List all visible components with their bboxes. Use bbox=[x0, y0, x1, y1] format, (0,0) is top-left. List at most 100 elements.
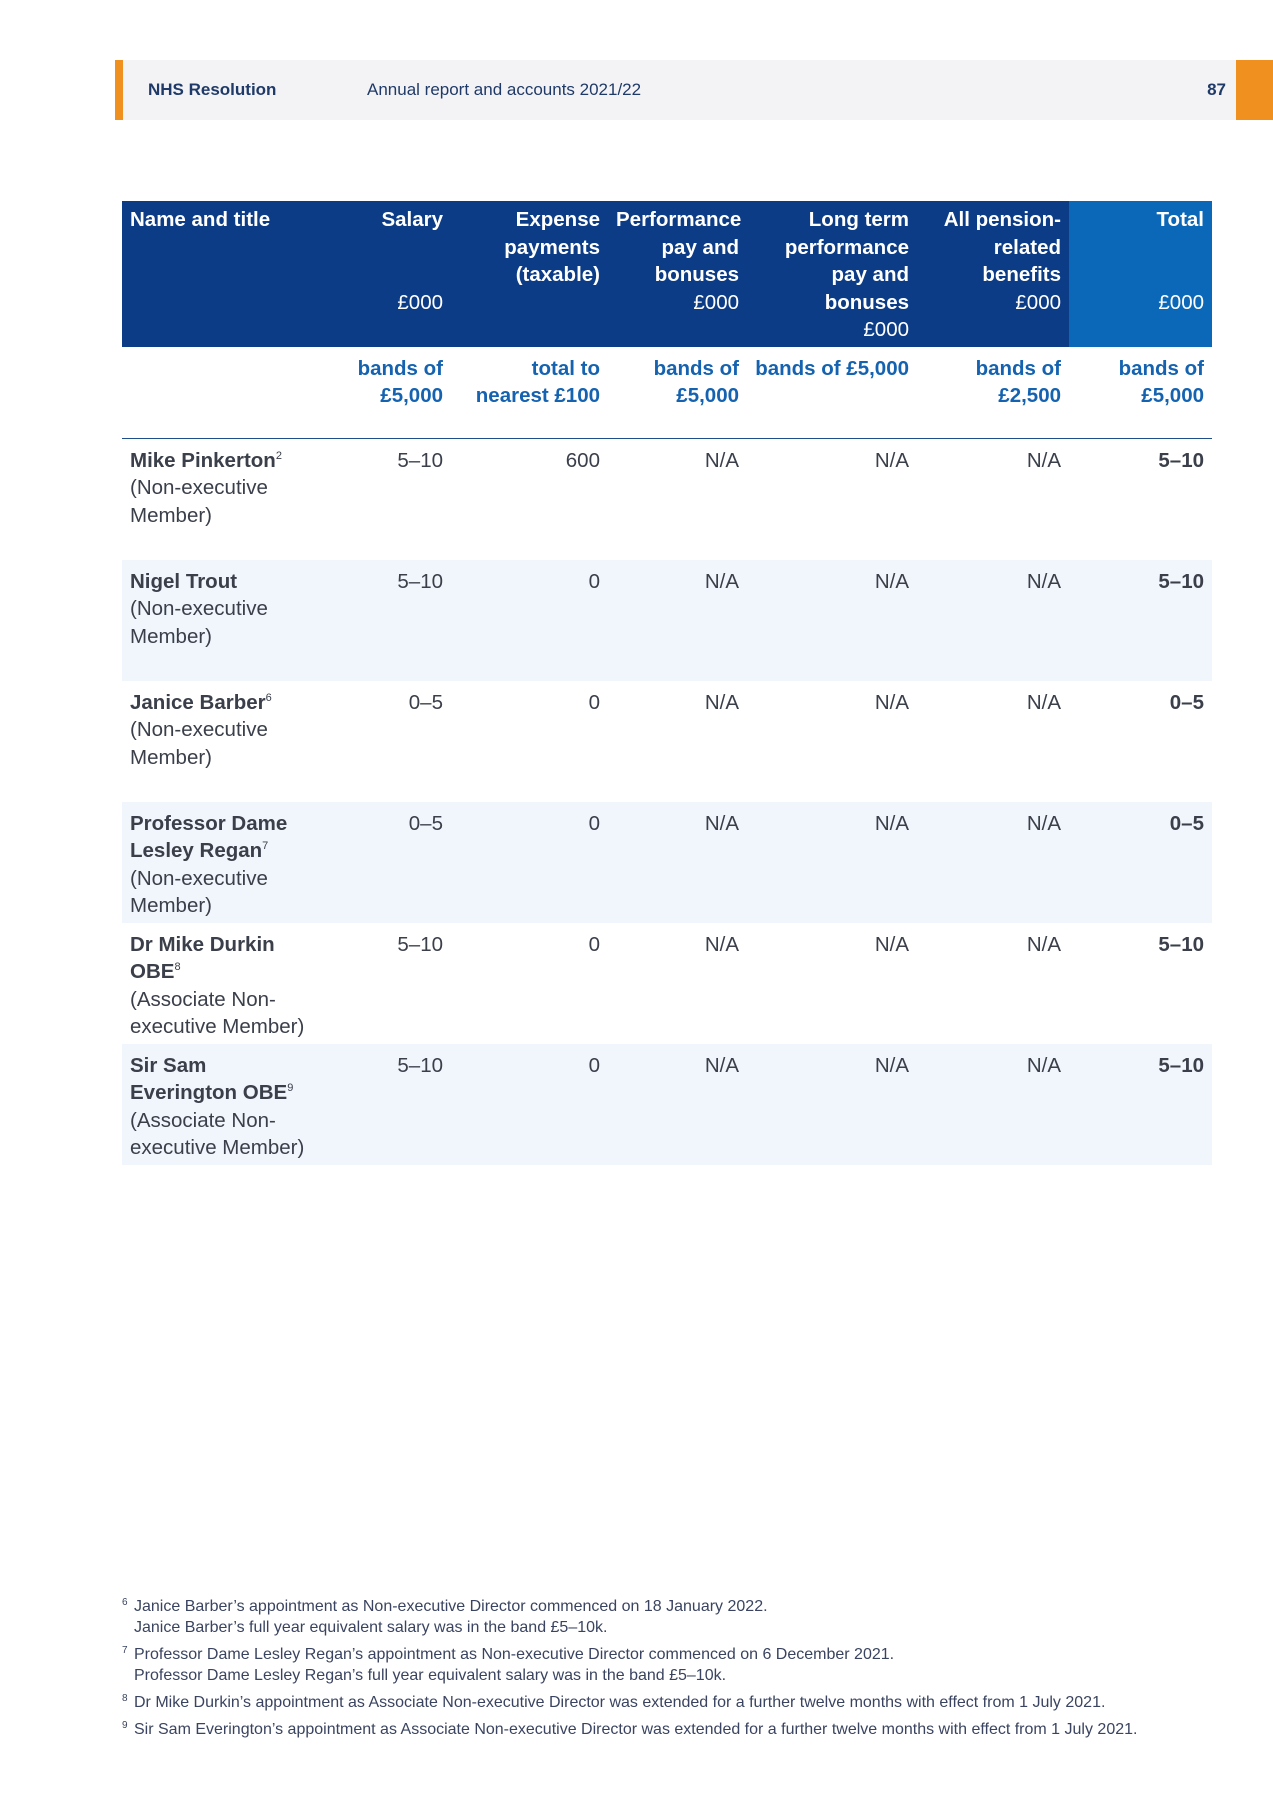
member-title: (Non-executive Member) bbox=[130, 866, 268, 918]
page-tab-marker bbox=[1236, 60, 1273, 120]
total-cell: 5–10 bbox=[1158, 932, 1204, 956]
longterm-cell: N/A bbox=[747, 559, 917, 681]
pension-cell: N/A bbox=[917, 559, 1069, 681]
band-note: bands of £2,500 bbox=[917, 346, 1069, 439]
table-row: Janice Barber6 (Non-executive Member) 0–5 0… bbox=[122, 681, 1212, 802]
name-cell: Janice Barber6 (Non-executive Member) bbox=[122, 681, 322, 802]
longterm-cell: N/A bbox=[747, 801, 917, 923]
total-cell: 0–5 bbox=[1069, 801, 1212, 923]
remuneration-table: Name and title Salary £000 Expense payments… bbox=[122, 201, 1212, 1165]
pension-cell: N/A bbox=[1026, 448, 1061, 472]
column-label: Performance pay and bonuses bbox=[616, 208, 742, 286]
band-note: total to nearest £100 bbox=[451, 346, 608, 439]
salary-cell: 0–5 bbox=[322, 801, 451, 923]
longterm-cell: N/A bbox=[874, 690, 909, 714]
member-title: (Non-executive Member) bbox=[130, 476, 268, 527]
column-unit: £000 bbox=[863, 318, 909, 341]
footnote-text: Janice Barber’s appointment as Non-execu… bbox=[134, 1598, 768, 1615]
column-label: All pension-related benefits bbox=[943, 208, 1061, 286]
expense-cell: 0 bbox=[588, 932, 600, 956]
name-cell: Sir Sam Everington OBE9 (Associate Non-ex… bbox=[122, 1043, 322, 1165]
member-name: Dr Mike Durkin OBE bbox=[130, 932, 275, 984]
column-label: Long term performance pay and bonuses bbox=[784, 208, 909, 314]
column-header: All pension-related benefits £000 bbox=[917, 201, 1069, 347]
salary-cell: 5–10 bbox=[397, 932, 443, 956]
expense-cell: 0 bbox=[451, 801, 608, 923]
footnote-text: Professor Dame Lesley Regan’s appointmen… bbox=[134, 1646, 895, 1663]
table-row: Nigel Trout (Non-executive Member) 5–10 0 N/… bbox=[122, 559, 1212, 681]
column-label: Expense payments (taxable) bbox=[504, 208, 600, 286]
perf-cell: N/A bbox=[704, 448, 739, 472]
footnote-number: 8 bbox=[122, 1693, 128, 1704]
total-cell: 5–10 bbox=[1069, 559, 1212, 681]
table-row: Dr Mike Durkin OBE8 (Associate Non-execut… bbox=[122, 923, 1212, 1044]
longterm-cell: N/A bbox=[747, 1043, 917, 1165]
footnote-number: 6 bbox=[122, 1597, 128, 1608]
pension-cell: N/A bbox=[1026, 690, 1061, 714]
perf-cell: N/A bbox=[608, 801, 747, 923]
salary-cell: 0–5 bbox=[408, 690, 443, 714]
member-name: Nigel Trout bbox=[130, 569, 238, 593]
pension-cell: N/A bbox=[1026, 932, 1061, 956]
member-title: (Associate Non-executive Member) bbox=[130, 987, 305, 1039]
perf-cell: N/A bbox=[608, 559, 747, 681]
footnote-text: Sir Sam Everington’s appointment as Asso… bbox=[134, 1721, 1138, 1738]
organisation-name: NHS Resolution bbox=[148, 80, 277, 99]
column-header: Long term performance pay and bonuses £00… bbox=[747, 201, 917, 347]
footnote-text: Janice Barber’s full year equivalent sal… bbox=[134, 1619, 608, 1636]
column-label: Salary bbox=[381, 208, 443, 231]
salary-cell: 5–10 bbox=[397, 448, 443, 472]
footnote-ref: 6 bbox=[265, 691, 272, 704]
member-title: (Non-executive Member) bbox=[130, 718, 268, 769]
band-note: bands of £5,000 bbox=[322, 346, 451, 439]
column-header: Expense payments (taxable) bbox=[451, 201, 608, 347]
total-cell: 0–5 bbox=[1169, 690, 1204, 714]
header-accent-bar bbox=[115, 60, 123, 120]
expense-cell: 0 bbox=[451, 1043, 608, 1165]
footnote: 6 Janice Barber’s appointment as Non-exec… bbox=[122, 1596, 1137, 1638]
salary-cell: 5–10 bbox=[322, 1043, 451, 1165]
pension-cell: N/A bbox=[917, 801, 1069, 923]
column-unit: £000 bbox=[397, 290, 443, 314]
footnote-ref: 8 bbox=[174, 961, 181, 974]
document-title: Annual report and accounts 2021/22 bbox=[367, 80, 642, 99]
footnote-number: 7 bbox=[122, 1645, 128, 1656]
perf-cell: N/A bbox=[704, 932, 739, 956]
perf-cell: N/A bbox=[704, 690, 739, 714]
column-label: Total bbox=[1156, 208, 1204, 231]
band-note: bands of £5,000 bbox=[1069, 346, 1212, 439]
footnote-text: Professor Dame Lesley Regan’s full year … bbox=[134, 1667, 727, 1684]
band-note: bands of £5,000 bbox=[608, 346, 747, 439]
total-cell: 5–10 bbox=[1158, 448, 1204, 472]
band-row: bands of £5,000 total to nearest £100 band… bbox=[122, 346, 1212, 439]
footnote: 7 Professor Dame Lesley Regan’s appointme… bbox=[122, 1644, 1137, 1686]
name-cell: Mike Pinkerton2 (Non-executive Member) bbox=[122, 438, 322, 560]
member-title: (Non-executive Member) bbox=[130, 597, 268, 648]
name-cell: Nigel Trout (Non-executive Member) bbox=[122, 559, 322, 681]
member-name: Sir Sam Everington OBE bbox=[130, 1053, 288, 1105]
band-note-text: bands of £5,000 bbox=[653, 356, 739, 408]
footnote-ref: 2 bbox=[275, 449, 282, 462]
header-row: Name and title Salary £000 Expense payments… bbox=[122, 201, 1212, 347]
total-cell: 5–10 bbox=[1069, 1043, 1212, 1165]
column-unit: £000 bbox=[1015, 290, 1061, 314]
expense-cell: 600 bbox=[565, 448, 600, 472]
perf-cell: N/A bbox=[608, 1043, 747, 1165]
footnotes: 6 Janice Barber’s appointment as Non-exec… bbox=[122, 1596, 1137, 1746]
member-title: (Associate Non-executive Member) bbox=[130, 1108, 305, 1160]
footnote-ref: 7 bbox=[262, 840, 269, 853]
member-name: Mike Pinkerton bbox=[130, 448, 276, 472]
footnote: 8 Dr Mike Durkin’s appointment as Associa… bbox=[122, 1692, 1137, 1713]
table-row: Sir Sam Everington OBE9 (Associate Non-ex… bbox=[122, 1043, 1212, 1165]
name-cell: Professor Dame Lesley Regan7 (Non-executi… bbox=[122, 801, 322, 923]
band-note-text: bands of £2,500 bbox=[975, 356, 1061, 408]
expense-cell: 0 bbox=[451, 559, 608, 681]
expense-cell: 0 bbox=[588, 690, 600, 714]
page-number: 87 bbox=[1207, 80, 1226, 99]
band-note-text: total to nearest £100 bbox=[475, 356, 600, 408]
pension-cell: N/A bbox=[917, 1043, 1069, 1165]
salary-cell: 5–10 bbox=[322, 559, 451, 681]
member-name: Professor Dame Lesley Regan bbox=[130, 811, 288, 863]
band-note-text: bands of £5,000 bbox=[755, 356, 909, 380]
column-unit: £000 bbox=[1158, 290, 1204, 314]
